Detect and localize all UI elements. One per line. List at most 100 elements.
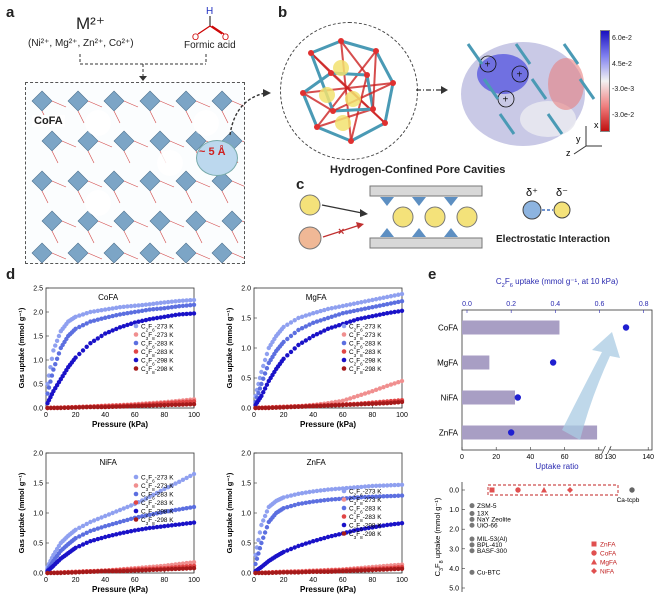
x-tick-label: 0 (252, 412, 256, 419)
y-axis-label: Gas uptake (mmol g⁻¹) (225, 307, 234, 388)
cage-bond (301, 92, 319, 128)
data-point (322, 307, 327, 313)
data-point (165, 523, 171, 528)
data-point (173, 522, 178, 528)
legend-marker (591, 559, 597, 565)
formate-linker (123, 252, 139, 260)
y-axis-label: C3F8 uptake (mmol g⁻¹) (433, 497, 445, 576)
data-point (274, 570, 279, 575)
data-point (318, 318, 323, 323)
panel-label-c: c (296, 176, 305, 193)
data-point (114, 532, 119, 537)
data-point (359, 402, 364, 407)
data-point (355, 317, 360, 322)
legend-label: C3F8-283 K (349, 514, 382, 523)
data-point (180, 303, 186, 309)
axis-break-mark (601, 445, 606, 455)
data-point (184, 506, 189, 511)
data-point (95, 526, 101, 531)
framework-bond (546, 113, 564, 135)
data-point (325, 315, 331, 321)
data-point (257, 386, 263, 391)
pore-opening (85, 110, 111, 136)
data-point (95, 336, 101, 341)
data-point (140, 403, 145, 409)
data-point (385, 302, 390, 307)
data-point (158, 315, 163, 320)
data-point (253, 405, 258, 411)
data-point (71, 537, 76, 542)
panel-label-a: a (6, 4, 15, 21)
data-point (191, 471, 197, 477)
oxygen-atom (338, 38, 344, 44)
data-point (140, 498, 145, 503)
data-point (177, 522, 182, 527)
data-point (140, 568, 145, 573)
data-point (177, 507, 182, 512)
data-point (348, 495, 353, 501)
y-axis-label: Gas uptake (mmol g⁻¹) (17, 472, 26, 553)
data-point (169, 523, 174, 528)
panel-label-e: e (428, 266, 437, 283)
data-point (91, 309, 97, 314)
data-point (311, 333, 316, 339)
data-point (191, 566, 197, 571)
formate-linker (61, 220, 77, 228)
data-point (299, 501, 305, 506)
formate-linker (97, 140, 113, 148)
data-point (396, 380, 401, 385)
isotherm-chart-nifa: 0 20 40 60 80 100 0.0 0.5 1.0 1.5 2.0 Pressure (kPa… (17, 451, 200, 594)
x-tick-label: 40 (101, 577, 109, 584)
data-point (373, 387, 379, 393)
legend-label: MgFA (600, 560, 618, 567)
data-point (91, 338, 97, 343)
reference-point (469, 569, 475, 575)
data-point (99, 515, 104, 520)
data-point (121, 404, 126, 409)
data-point (399, 378, 405, 384)
cobalt-octahedron (103, 90, 125, 112)
legend-label: C2F6-283 K (349, 340, 382, 349)
data-point (58, 570, 63, 576)
x-tick-label: 80 (369, 412, 377, 419)
data-point (370, 483, 375, 489)
data-point (180, 506, 186, 511)
data-point (333, 497, 338, 502)
data-point (184, 402, 189, 407)
data-point (292, 346, 297, 351)
data-point (388, 567, 394, 572)
data-point (262, 371, 268, 376)
data-point (279, 496, 284, 501)
reference-label: BASF-300 (477, 548, 507, 555)
reference-point (469, 548, 475, 554)
data-point (388, 493, 394, 499)
legend-marker (133, 349, 139, 354)
data-point (162, 486, 167, 492)
data-point (325, 534, 331, 540)
data-point (147, 525, 152, 531)
data-point (55, 405, 60, 411)
data-point (188, 566, 193, 571)
data-point (377, 401, 382, 406)
data-point (325, 487, 331, 492)
data-point (257, 530, 263, 535)
data-point (147, 307, 152, 312)
data-point (351, 402, 357, 407)
data-point (307, 322, 312, 327)
data-point (355, 402, 360, 407)
data-point (344, 397, 349, 402)
legend-label: C3F8-273 K (141, 332, 174, 341)
data-point (84, 404, 89, 410)
data-point (288, 333, 294, 339)
data-point (165, 485, 171, 490)
data-point (366, 314, 371, 320)
cobalt-octahedron (175, 170, 197, 192)
data-point (311, 489, 316, 494)
data-point (106, 512, 112, 517)
data-point (154, 301, 160, 306)
data-point (288, 570, 294, 575)
legend-marker (133, 508, 139, 514)
panel-label-b: b (278, 4, 288, 21)
data-point (336, 323, 342, 328)
data-point (351, 495, 357, 500)
